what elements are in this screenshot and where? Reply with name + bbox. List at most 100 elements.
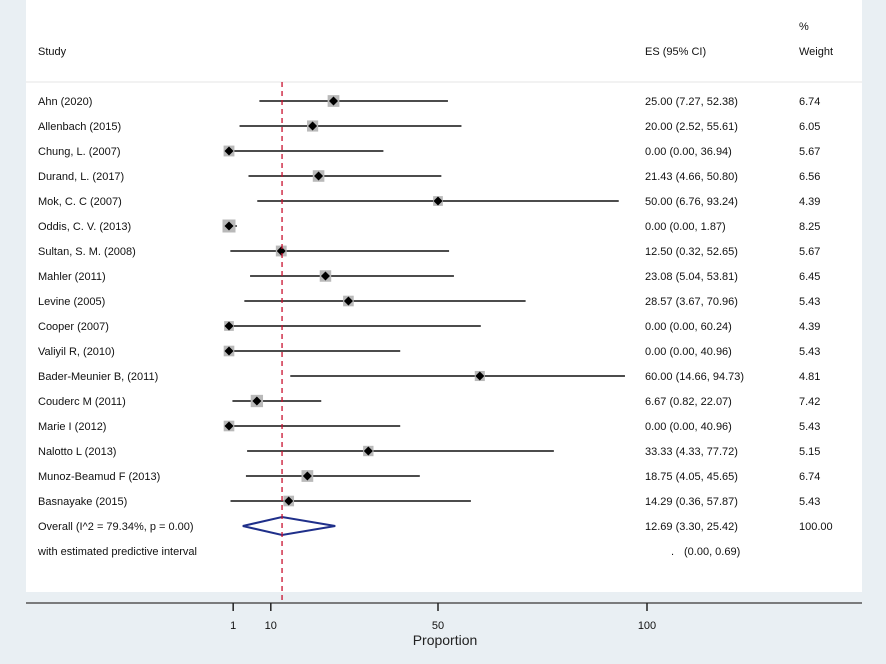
predictive-ci: (0.00, 0.69) <box>684 546 740 558</box>
study-weight: 6.56 <box>799 171 820 183</box>
study-row: Mahler (2011) 23.08 (5.04, 53.81) 6.45 <box>38 270 820 283</box>
study-row: Sultan, S. M. (2008) 12.50 (0.32, 52.65) 5… <box>38 245 820 258</box>
study-weight: 6.74 <box>799 471 820 483</box>
overall-ci: 12.69 (3.30, 25.42) <box>645 521 738 533</box>
point-estimate <box>302 471 312 481</box>
header-es-ci: ES (95% CI) <box>645 46 706 58</box>
study-weight: 4.39 <box>799 321 820 333</box>
study-weight: 5.67 <box>799 246 820 258</box>
study-weight: 4.39 <box>799 196 820 208</box>
study-label: Cooper (2007) <box>38 321 109 333</box>
study-label: Couderc M (2011) <box>38 396 126 408</box>
study-weight: 5.43 <box>799 496 820 508</box>
point-estimate <box>276 246 286 256</box>
overall-weight: 100.00 <box>799 521 833 533</box>
study-row: Ahn (2020) 25.00 (7.27, 52.38) 6.74 <box>38 95 820 108</box>
point-estimate <box>224 421 234 431</box>
overall-row: Overall (I^2 = 79.34%, p = 0.00) 12.69 (3… <box>37 515 833 558</box>
effect-size-ci: 28.57 (3.67, 70.96) <box>645 296 738 308</box>
point-estimate <box>475 371 485 381</box>
x-tick-label: 1 <box>230 620 236 632</box>
study-rows: Ahn (2020) 25.00 (7.27, 52.38) 6.74 Allenba… <box>38 95 820 508</box>
study-row: Marie I (2012) 0.00 (0.00, 40.96) 5.43 <box>38 420 820 433</box>
study-label: Mok, C. C (2007) <box>38 196 122 208</box>
point-estimate <box>224 146 234 156</box>
study-label: Chung, L. (2007) <box>38 146 121 158</box>
effect-size-ci: 14.29 (0.36, 57.87) <box>645 496 738 508</box>
x-tick-label: 100 <box>638 620 656 632</box>
study-label: Nalotto L (2013) <box>38 446 116 458</box>
effect-size-ci: 0.00 (0.00, 36.94) <box>645 146 732 158</box>
point-estimate <box>363 446 373 456</box>
header-weight-percent: % <box>799 21 809 33</box>
point-estimate <box>224 346 234 356</box>
point-estimate <box>314 171 324 181</box>
study-label: Durand, L. (2017) <box>38 171 124 183</box>
effect-size-ci: 0.00 (0.00, 40.96) <box>645 346 732 358</box>
x-tick-label: 10 <box>265 620 277 632</box>
point-estimate <box>224 221 234 231</box>
study-weight: 5.43 <box>799 346 820 358</box>
effect-size-ci: 6.67 (0.82, 22.07) <box>645 396 732 408</box>
study-weight: 4.81 <box>799 371 820 383</box>
study-label: Levine (2005) <box>38 296 105 308</box>
study-row: Couderc M (2011) 6.67 (0.82, 22.07) 7.42 <box>38 394 820 408</box>
study-weight: 5.15 <box>799 446 820 458</box>
study-weight: 8.25 <box>799 221 820 233</box>
effect-size-ci: 33.33 (4.33, 77.72) <box>645 446 738 458</box>
point-estimate <box>284 496 294 506</box>
study-weight: 6.05 <box>799 121 820 133</box>
study-row: Nalotto L (2013) 33.33 (4.33, 77.72) 5.15 <box>38 445 820 458</box>
study-weight: 6.45 <box>799 271 820 283</box>
study-label: Oddis, C. V. (2013) <box>38 221 131 233</box>
study-label: Munoz-Beamud F (2013) <box>38 471 160 483</box>
study-row: Basnayake (2015) 14.29 (0.36, 57.87) 5.43 <box>38 495 820 508</box>
point-estimate <box>329 96 338 106</box>
point-estimate <box>224 321 234 331</box>
effect-size-ci: 0.00 (0.00, 1.87) <box>645 221 726 233</box>
study-weight: 6.74 <box>799 96 820 108</box>
study-row: Allenbach (2015) 20.00 (2.52, 55.61) 6.05 <box>38 120 820 133</box>
effect-size-ci: 20.00 (2.52, 55.61) <box>645 121 738 133</box>
study-label: Basnayake (2015) <box>38 496 127 508</box>
overall-label: Overall (I^2 = 79.34%, p = 0.00) <box>38 521 194 533</box>
effect-size-ci: 50.00 (6.76, 93.24) <box>645 196 738 208</box>
study-label: Sultan, S. M. (2008) <box>38 246 136 258</box>
point-estimate <box>252 396 262 406</box>
header-study: Study <box>38 46 67 58</box>
study-label: Marie I (2012) <box>38 421 106 433</box>
effect-size-ci: 12.50 (0.32, 52.65) <box>645 246 738 258</box>
study-label: Mahler (2011) <box>38 271 106 283</box>
study-weight: 5.43 <box>799 421 820 433</box>
x-axis: 1 10 50 100 <box>26 82 862 632</box>
study-weight: 5.67 <box>799 146 820 158</box>
point-estimate <box>320 271 330 281</box>
study-label: Ahn (2020) <box>38 96 92 108</box>
study-label: Allenbach (2015) <box>38 121 121 133</box>
x-axis-title: Proportion <box>413 632 478 648</box>
header-weight: Weight <box>799 46 833 58</box>
study-row: Cooper (2007) 0.00 (0.00, 60.24) 4.39 <box>38 321 820 333</box>
study-row: Chung, L. (2007) 0.00 (0.00, 36.94) 5.67 <box>38 145 820 158</box>
effect-size-ci: 60.00 (14.66, 94.73) <box>645 371 744 383</box>
point-estimate <box>343 296 353 306</box>
study-weight: 7.42 <box>799 396 820 408</box>
effect-size-ci: 18.75 (4.05, 45.65) <box>645 471 738 483</box>
predictive-dot: . <box>671 546 674 558</box>
study-label: Bader-Meunier B, (2011) <box>38 371 158 383</box>
study-label: Valiyil R, (2010) <box>38 346 115 358</box>
study-row: Levine (2005) 28.57 (3.67, 70.96) 5.43 <box>38 295 820 308</box>
x-tick-label: 50 <box>432 620 444 632</box>
plot-panel <box>26 0 862 592</box>
study-row: Munoz-Beamud F (2013) 18.75 (4.05, 45.65)… <box>38 470 820 483</box>
point-estimate <box>308 121 318 131</box>
study-row: Oddis, C. V. (2013) 0.00 (0.00, 1.87) 8.25 <box>38 219 820 233</box>
study-row: Mok, C. C (2007) 50.00 (6.76, 93.24) 4.39 <box>38 196 820 208</box>
overall-diamond <box>242 515 336 537</box>
study-row: Bader-Meunier B, (2011) 60.00 (14.66, 94.… <box>38 370 820 383</box>
study-row: Valiyil R, (2010) 0.00 (0.00, 40.96) 5.43 <box>38 345 820 358</box>
effect-size-ci: 23.08 (5.04, 53.81) <box>645 271 738 283</box>
effect-size-ci: 0.00 (0.00, 60.24) <box>645 321 732 333</box>
